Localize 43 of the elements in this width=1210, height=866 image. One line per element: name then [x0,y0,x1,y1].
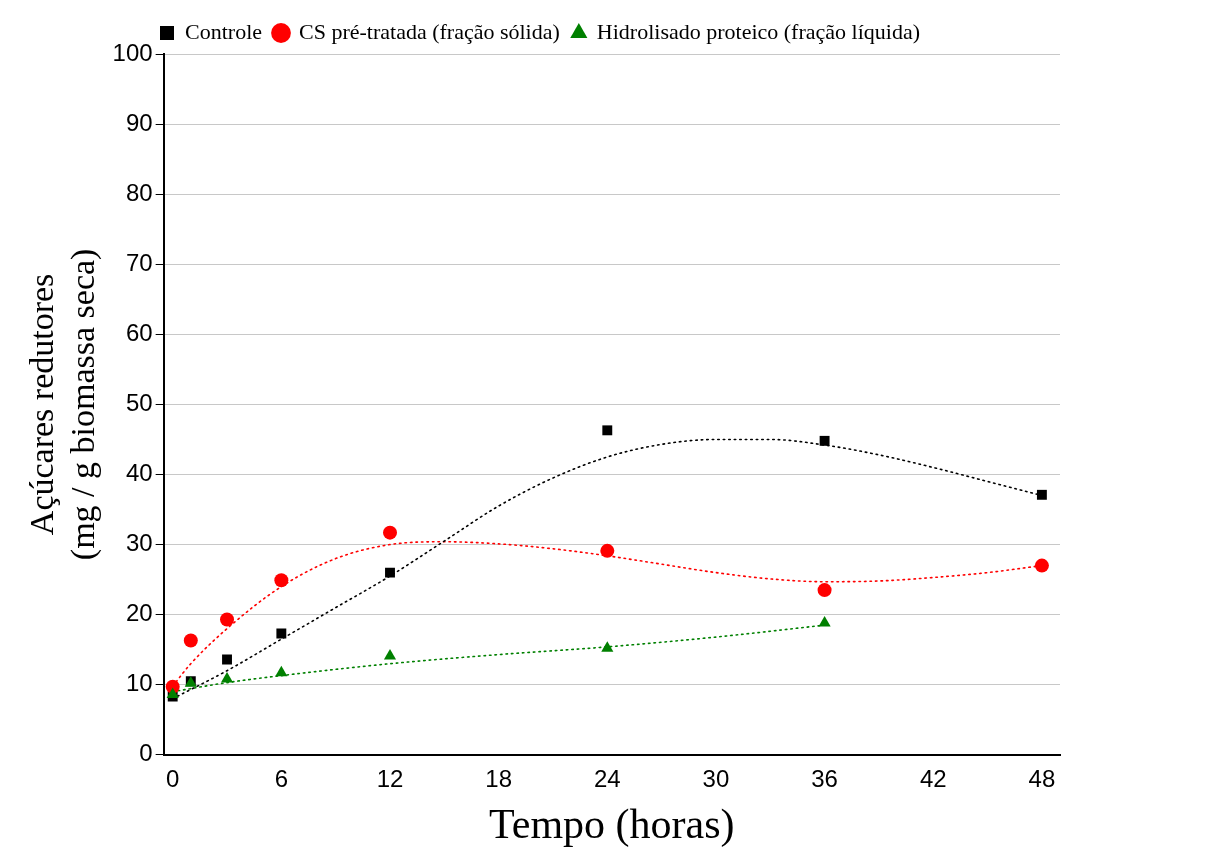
y-tick-label: 90 [125,108,153,136]
legend-label: CS pré-tratada (fração sólida) [299,18,560,44]
point [602,425,613,436]
y-tick-label: 0 [139,739,153,767]
x-tick-label: 30 [702,764,730,792]
x-tick-label: 6 [274,764,289,792]
y-tick-label: 30 [125,529,153,557]
y-tick-label: 80 [125,178,153,206]
point [222,654,232,665]
point [276,628,287,639]
point [385,567,395,578]
point [383,525,397,540]
point [220,612,235,627]
point [819,435,830,446]
point [601,641,614,652]
y-tick-label: 50 [125,389,153,417]
x-tick-label: 42 [919,764,947,792]
point [600,543,615,558]
point [183,633,198,648]
y-tick-label: 60 [125,318,153,346]
point [1034,558,1049,573]
y-tick-label: 100 [112,38,153,66]
legend-label: Hidrolisado proteico (fração líquida) [596,18,920,44]
legend-label: Controle [185,18,263,44]
x-tick-label: 36 [811,764,838,792]
y-tick-label: 10 [125,669,153,697]
point [818,616,831,627]
x-tick-label: 18 [485,764,512,792]
y-axis-title: Açúcares redutores (mg / g biomassa seca) [23,248,103,561]
y-tick-label: 40 [125,459,153,487]
point [220,672,234,683]
x-axis-title: Tempo (horas) [489,800,735,848]
x-tick-label: 24 [593,764,621,792]
y-tick-label: 20 [125,599,153,627]
x-tick-label: 48 [1028,764,1056,792]
point [1036,489,1047,500]
x-tick-label: 0 [166,764,180,792]
point [274,573,289,588]
x-tick-label: 12 [376,764,404,792]
y-tick-label: 70 [125,248,153,276]
point [275,665,288,677]
point [817,583,832,598]
point [166,687,179,699]
